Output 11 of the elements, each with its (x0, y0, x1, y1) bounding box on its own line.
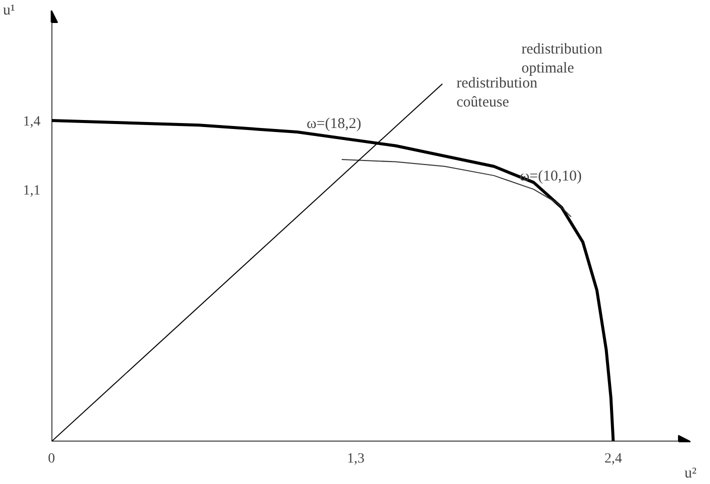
annotation: redistribution coûteuse (456, 76, 538, 111)
x-tick-label: 1,3 (347, 452, 365, 466)
annotation: redistribution optimale (522, 42, 603, 77)
x-tick-label: 0 (48, 452, 55, 466)
x-tick-label: 2,4 (604, 452, 622, 466)
annotation: ω=(18,2) (306, 116, 362, 132)
y-tick-label: 1,1 (23, 183, 40, 198)
y-axis-title: u¹ (3, 2, 16, 18)
annotation: ω=(10,10) (520, 168, 582, 185)
x-axis-title: u² (684, 466, 697, 482)
y-tick-label: 1,4 (23, 114, 40, 130)
